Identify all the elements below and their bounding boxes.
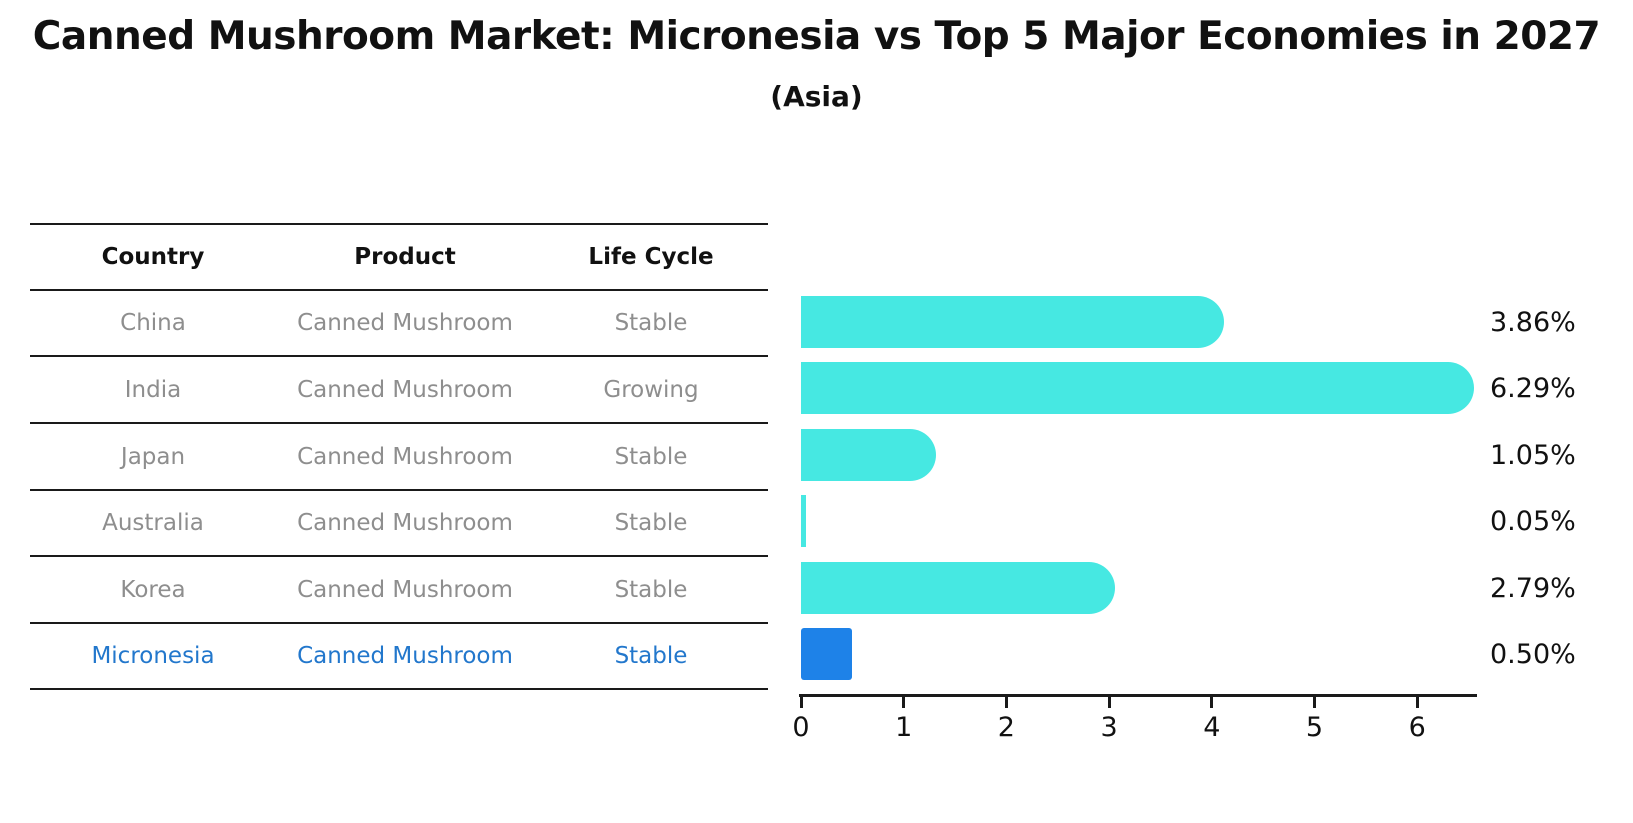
table-cell: Growing (603, 376, 699, 403)
value-label-micronesia: 0.50% (1490, 639, 1576, 670)
x-tick-1 (902, 697, 906, 708)
x-tick-label-2: 2 (997, 712, 1015, 743)
x-tick-6 (1415, 697, 1419, 708)
table-cell: Canned Mushroom (297, 310, 513, 336)
table-cell: Canned Mushroom (297, 576, 513, 603)
table-cell: Japan (120, 443, 186, 470)
table-row-japan: Japan Canned Mushroom Stable (30, 422, 768, 489)
x-tick-label-0: 0 (792, 712, 810, 743)
table-cell: Canned Mushroom (297, 443, 513, 470)
table-cell: Product (354, 244, 456, 270)
bar-china (801, 296, 1225, 348)
x-tick-label-5: 5 (1305, 712, 1324, 743)
table-cell: Canned Mushroom (297, 510, 513, 536)
x-tick-label-4: 4 (1203, 712, 1221, 743)
table-row-india: India Canned Mushroom Growing (30, 355, 768, 422)
bar-japan (801, 429, 936, 481)
table-cell: Stable (614, 310, 688, 336)
value-label-india: 6.29% (1490, 373, 1576, 404)
bar-india (801, 362, 1474, 414)
x-tick-5 (1313, 697, 1316, 708)
chart-title: Canned Mushroom Market: Micronesia vs To… (32, 14, 1601, 59)
value-label-australia: 0.05% (1490, 506, 1576, 537)
table-cell: Country (101, 244, 205, 270)
table-row-china: China Canned Mushroom Stable (30, 289, 768, 355)
table-cell: Stable (614, 443, 688, 470)
chart-subtitle: (Asia) (770, 80, 863, 113)
table-cell: China (120, 310, 186, 336)
value-label-japan: 1.05% (1490, 440, 1576, 471)
x-axis-line (799, 694, 1477, 697)
table-cell: Canned Mushroom (297, 643, 513, 669)
table-cell: Canned Mushroom (297, 376, 513, 403)
value-label-korea: 2.79% (1490, 573, 1576, 604)
bar-australia (801, 495, 807, 547)
table-cell: Stable (614, 643, 688, 669)
bar-korea (801, 562, 1115, 614)
x-tick-label-1: 1 (895, 712, 913, 743)
table-row-australia: Australia Canned Mushroom Stable (30, 489, 768, 555)
table-row-korea: Korea Canned Mushroom Stable (30, 555, 768, 622)
value-label-china: 3.86% (1490, 307, 1576, 338)
table-row-header: Country Product Life Cycle (30, 223, 768, 289)
x-tick-4 (1210, 697, 1214, 708)
x-tick-label-6: 6 (1408, 712, 1426, 743)
table-cell: Korea (120, 576, 186, 603)
table-cell: India (124, 376, 182, 403)
x-tick-2 (1004, 697, 1008, 708)
table-cell: Life Cycle (588, 244, 714, 270)
x-tick-0 (799, 697, 803, 708)
table-cell: Micronesia (91, 643, 215, 669)
table-cell: Stable (614, 510, 688, 536)
table-row-micronesia: Micronesia Canned Mushroom Stable (30, 622, 768, 690)
table-cell: Australia (102, 510, 204, 536)
bar-micronesia (801, 628, 853, 680)
x-tick-3 (1107, 697, 1111, 708)
table-cell: Stable (614, 576, 688, 603)
x-tick-label-3: 3 (1100, 712, 1118, 743)
